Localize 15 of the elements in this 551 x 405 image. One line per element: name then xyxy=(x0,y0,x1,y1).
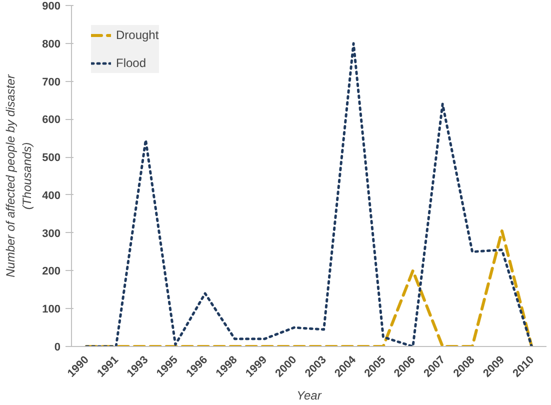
y-tick-label: 300 xyxy=(42,228,61,240)
y-tick-label: 200 xyxy=(42,266,61,278)
y-tick-label: 900 xyxy=(42,0,61,12)
y-tick-label: 500 xyxy=(42,152,61,164)
y-tick-label: 400 xyxy=(42,190,61,202)
y-tick-label: 700 xyxy=(42,76,61,88)
legend-label: Drought xyxy=(116,28,159,42)
y-tick-label: 600 xyxy=(42,114,61,126)
y-tick-label: 100 xyxy=(42,304,61,316)
y-axis-title: Number of affected people by disaster (Thousands) xyxy=(3,74,34,278)
y-tick-label: 800 xyxy=(42,38,61,50)
y-tick-label: 0 xyxy=(54,342,61,354)
legend-label: Flood xyxy=(116,56,146,70)
x-axis-title: Year xyxy=(296,388,322,402)
line-series xyxy=(85,42,533,346)
